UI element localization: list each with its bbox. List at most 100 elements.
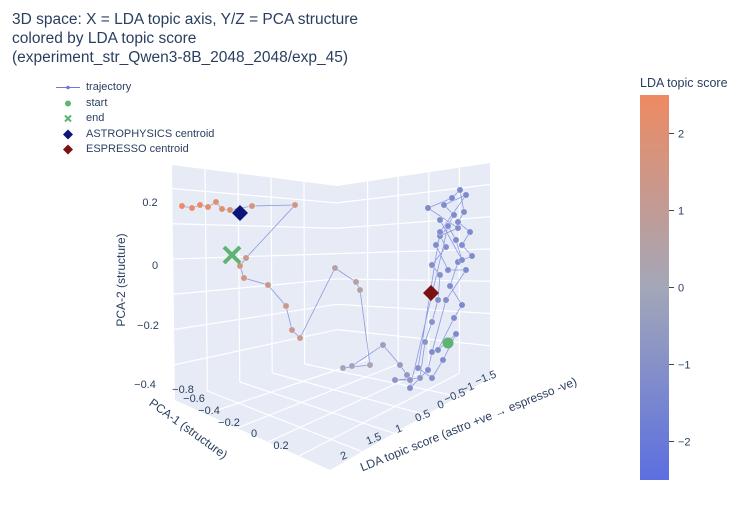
trajectory-point bbox=[391, 376, 399, 384]
trajectory-point bbox=[178, 202, 186, 210]
back-wall-left bbox=[172, 165, 337, 400]
trajectory-point bbox=[356, 286, 364, 294]
z-tick-label: 0 bbox=[152, 260, 158, 272]
trajectory-point bbox=[424, 204, 432, 212]
legend-label-start: start bbox=[86, 96, 108, 109]
trajectory-point bbox=[432, 241, 440, 249]
trajectory-point bbox=[291, 201, 299, 209]
x-tick-label: −1 bbox=[460, 380, 476, 396]
trajectory-point bbox=[446, 282, 454, 290]
trajectory-point bbox=[226, 206, 234, 214]
trajectory-point bbox=[396, 361, 404, 369]
colorbar-tick-label: −1 bbox=[678, 360, 691, 372]
astrophysics-centroid-marker bbox=[232, 205, 248, 221]
trajectory-point bbox=[458, 256, 466, 264]
trajectory-point bbox=[444, 222, 452, 230]
y-tick-label: 0 bbox=[251, 428, 257, 440]
colorbar-title: LDA topic score bbox=[640, 76, 728, 90]
trajectory-point bbox=[339, 364, 347, 372]
trajectory-point bbox=[462, 266, 470, 274]
legend-end-icon bbox=[64, 115, 72, 123]
legend[interactable]: trajectory start end ASTROPHYSICS centro… bbox=[54, 80, 214, 158]
trajectory-point bbox=[428, 261, 436, 269]
trajectory-point bbox=[352, 278, 360, 286]
trajectory-point bbox=[436, 271, 444, 279]
y-tick-label: 0.2 bbox=[273, 440, 288, 452]
trajectory-point bbox=[212, 198, 220, 206]
trajectory-point bbox=[428, 374, 436, 382]
trajectory-point bbox=[462, 191, 470, 199]
trajectory-point bbox=[196, 201, 204, 209]
z-tick-label: −0.2 bbox=[137, 320, 159, 332]
legend-item-trajectory[interactable]: trajectory bbox=[54, 80, 214, 96]
x-tick-label: 2 bbox=[339, 450, 349, 463]
legend-item-start[interactable]: start bbox=[54, 96, 214, 112]
espresso-centroid-marker bbox=[423, 285, 439, 301]
x-axis-ticks: 21.510.50−0.5−1−1.5 bbox=[339, 369, 498, 463]
start-marker bbox=[442, 337, 454, 349]
z-axis-label: PCA-2 (structure) bbox=[114, 233, 128, 326]
legend-trajectory-icon bbox=[56, 85, 80, 90]
trajectory-point bbox=[439, 356, 447, 364]
legend-item-astrophysics-centroid[interactable]: ASTROPHYSICS centroid bbox=[54, 127, 214, 143]
x-tick-label: 1.5 bbox=[365, 431, 384, 448]
trajectory-point bbox=[458, 301, 466, 309]
trajectory-point bbox=[204, 203, 212, 211]
chart-title-line-1: 3D space: X = LDA topic axis, Y/Z = PCA … bbox=[12, 11, 359, 28]
trajectory-point bbox=[403, 371, 411, 379]
trajectory-point bbox=[240, 274, 248, 282]
colorbar-tick-label: 2 bbox=[678, 129, 684, 141]
colorbar-tick-label: 1 bbox=[678, 206, 684, 218]
trajectory-point bbox=[264, 281, 272, 289]
legend-astro-diamond-icon bbox=[63, 129, 73, 140]
legend-label-espresso: ESPRESSO centroid bbox=[86, 143, 189, 155]
y-tick-label: −0.6 bbox=[183, 393, 205, 405]
chart-title-line-3: (experiment_str_Qwen3-8B_2048_2048/exp_4… bbox=[12, 49, 349, 66]
trajectory-point bbox=[288, 326, 296, 334]
legend-label-end: end bbox=[86, 112, 105, 124]
trajectory-point bbox=[406, 376, 414, 384]
trajectory-point bbox=[434, 296, 442, 304]
trajectory-point bbox=[434, 346, 442, 354]
trajectory-point bbox=[421, 338, 429, 346]
trajectory-points bbox=[178, 186, 476, 392]
legend-item-end[interactable]: end bbox=[54, 111, 214, 127]
z-tick-label: 0.2 bbox=[142, 197, 157, 209]
trajectory-point bbox=[436, 216, 444, 224]
trajectory-point bbox=[436, 228, 444, 236]
y-tick-label: −0.2 bbox=[218, 417, 240, 429]
trajectory-point bbox=[452, 236, 460, 244]
trajectory-point bbox=[450, 211, 458, 219]
trajectory-point bbox=[454, 218, 462, 226]
trajectory-point bbox=[188, 204, 196, 212]
trajectory-point bbox=[236, 262, 244, 270]
trajectory-point bbox=[331, 264, 339, 272]
trajectory-point bbox=[454, 224, 462, 232]
legend-item-espresso-centroid[interactable]: ESPRESSO centroid bbox=[54, 142, 214, 158]
trajectory-point bbox=[450, 314, 458, 322]
legend-label-trajectory: trajectory bbox=[86, 81, 132, 93]
trajectory-point bbox=[282, 302, 290, 310]
trajectory-point bbox=[448, 194, 456, 202]
x-tick-label: 0 bbox=[436, 399, 446, 412]
z-axis-ticks: 0.2 0 −0.2 −0.4 bbox=[134, 197, 159, 391]
trajectory-point bbox=[248, 202, 256, 210]
special-markers bbox=[222, 205, 454, 349]
trajectory-point bbox=[348, 362, 356, 370]
trajectory-point bbox=[218, 205, 226, 213]
y-axis-ticks: −0.8−0.6−0.4−0.2 0 0.2 bbox=[172, 384, 289, 452]
trajectory-point bbox=[406, 384, 414, 392]
colorbar-tick-label: 0 bbox=[678, 283, 684, 295]
trajectory-point bbox=[444, 266, 452, 274]
colorbar bbox=[640, 95, 669, 480]
chart-title-line-2: colored by LDA topic score bbox=[12, 30, 197, 47]
legend-espresso-diamond-icon bbox=[63, 144, 73, 155]
trajectory-point bbox=[379, 341, 387, 349]
trajectory-point bbox=[452, 330, 460, 338]
trajectory-point bbox=[460, 208, 468, 216]
colorbar-tick-label: −2 bbox=[678, 437, 691, 449]
trajectory-point bbox=[428, 348, 436, 356]
legend-label-astro: ASTROPHYSICS centroid bbox=[86, 127, 215, 140]
end-marker-stroke-2 bbox=[222, 245, 242, 265]
